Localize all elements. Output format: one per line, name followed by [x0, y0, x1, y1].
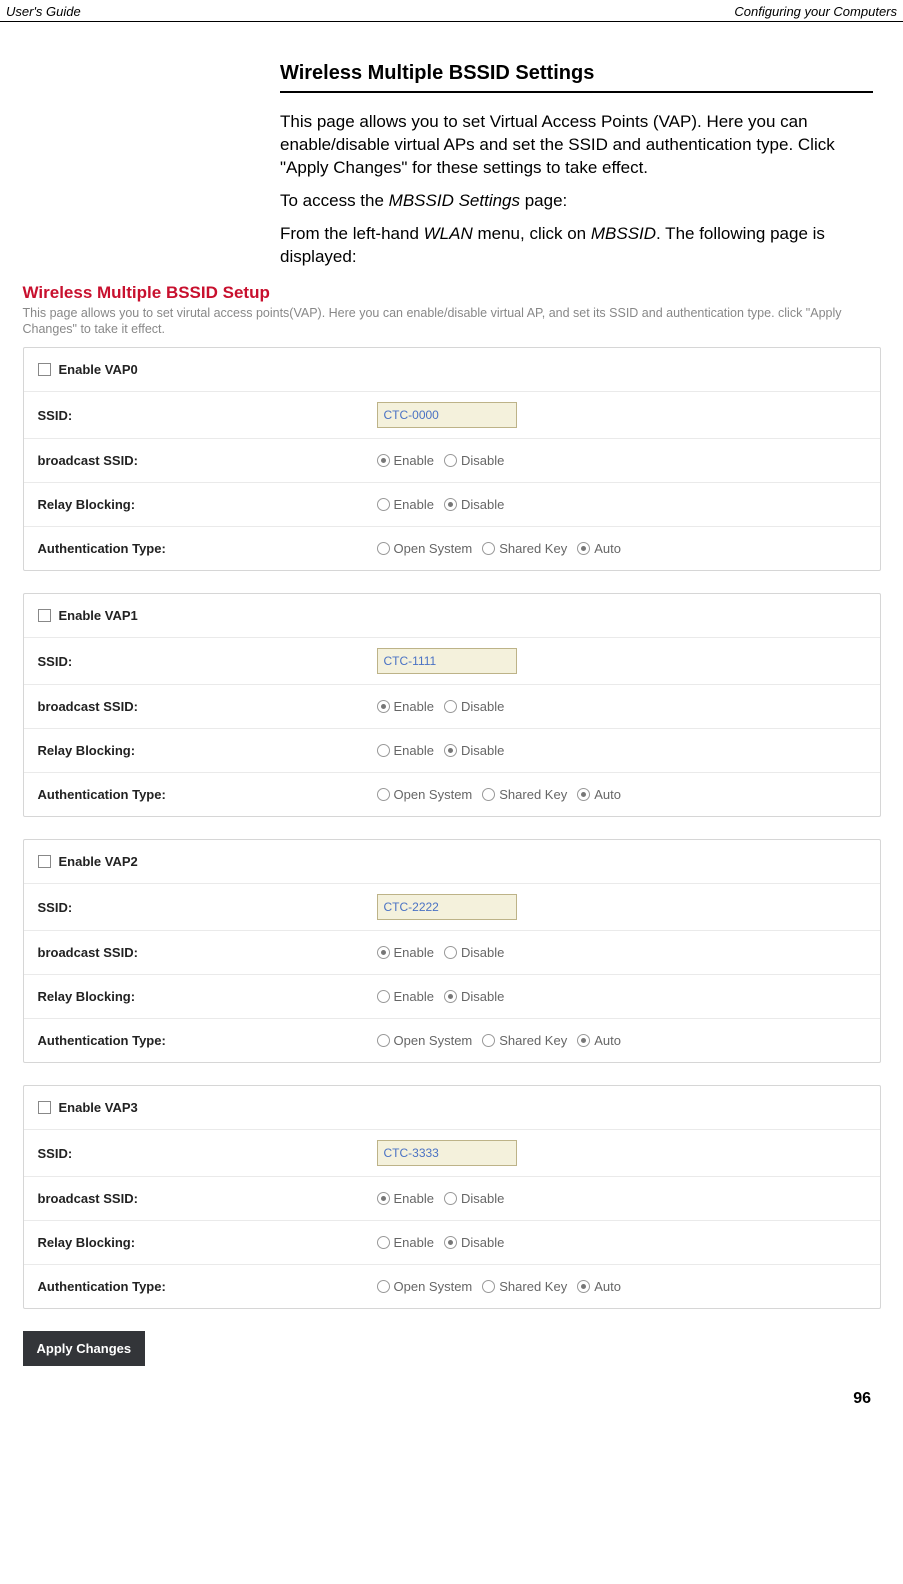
- broadcast-enable-radio[interactable]: Enable: [377, 699, 434, 714]
- relay-blocking-label: Relay Blocking:: [24, 729, 369, 772]
- auth-type-label: Authentication Type:: [24, 1019, 369, 1062]
- broadcast-ssid-label: broadcast SSID:: [24, 1177, 369, 1220]
- enable-vap-checkbox[interactable]: Enable VAP2: [24, 840, 369, 883]
- checkbox-icon: [38, 609, 51, 622]
- enable-vap-label: Enable VAP3: [59, 1100, 138, 1115]
- vap-value-empty: [369, 360, 880, 380]
- intro-p1: This page allows you to set Virtual Acce…: [280, 111, 873, 180]
- ssid-input[interactable]: [377, 648, 517, 674]
- auth-auto-radio[interactable]: Auto: [577, 1279, 621, 1294]
- intro-p3-b: menu, click on: [473, 224, 591, 243]
- broadcast-ssid-label: broadcast SSID:: [24, 931, 369, 974]
- relay-enable-radio[interactable]: Enable: [377, 497, 434, 512]
- auth-type-label: Authentication Type:: [24, 773, 369, 816]
- ssid-label: SSID:: [24, 886, 369, 929]
- auth-shared-radio[interactable]: Shared Key: [482, 787, 567, 802]
- auth-shared-radio[interactable]: Shared Key: [482, 541, 567, 556]
- ssid-label: SSID:: [24, 394, 369, 437]
- intro-p2-i: MBSSID Settings: [389, 191, 520, 210]
- ssid-input[interactable]: [377, 894, 517, 920]
- relay-blocking-label: Relay Blocking:: [24, 483, 369, 526]
- ssid-input[interactable]: [377, 1140, 517, 1166]
- screenshot-title: Wireless Multiple BSSID Setup: [23, 283, 881, 303]
- intro-p3-i1: WLAN: [424, 224, 473, 243]
- enable-vap-checkbox[interactable]: Enable VAP1: [24, 594, 369, 637]
- ssid-input[interactable]: [377, 402, 517, 428]
- checkbox-icon: [38, 855, 51, 868]
- intro-block: Wireless Multiple BSSID Settings This pa…: [280, 62, 873, 269]
- intro-p2: To access the MBSSID Settings page:: [280, 190, 873, 213]
- broadcast-disable-radio[interactable]: Disable: [444, 945, 504, 960]
- enable-vap-label: Enable VAP0: [59, 362, 138, 377]
- auth-type-label: Authentication Type:: [24, 527, 369, 570]
- broadcast-disable-radio[interactable]: Disable: [444, 1191, 504, 1206]
- auth-auto-radio[interactable]: Auto: [577, 1033, 621, 1048]
- relay-enable-radio[interactable]: Enable: [377, 743, 434, 758]
- checkbox-icon: [38, 363, 51, 376]
- vap-value-empty: [369, 852, 880, 872]
- relay-disable-radio[interactable]: Disable: [444, 743, 504, 758]
- auth-open-radio[interactable]: Open System: [377, 1279, 473, 1294]
- embedded-screenshot: Wireless Multiple BSSID Setup This page …: [17, 279, 887, 1367]
- ssid-label: SSID:: [24, 640, 369, 683]
- header-right: Configuring your Computers: [734, 4, 897, 19]
- section-title: Wireless Multiple BSSID Settings: [280, 62, 873, 93]
- auth-open-radio[interactable]: Open System: [377, 1033, 473, 1048]
- intro-p3-a: From the left-hand: [280, 224, 424, 243]
- page-header: User's Guide Configuring your Computers: [0, 0, 903, 22]
- broadcast-ssid-label: broadcast SSID:: [24, 439, 369, 482]
- apply-changes-button[interactable]: Apply Changes: [23, 1331, 146, 1366]
- broadcast-ssid-label: broadcast SSID:: [24, 685, 369, 728]
- vap-value-empty: [369, 606, 880, 626]
- vap-box: Enable VAP0 SSID: broadcast SSID: Enable…: [23, 347, 881, 571]
- vap-value-empty: [369, 1098, 880, 1118]
- auth-shared-radio[interactable]: Shared Key: [482, 1279, 567, 1294]
- page-number: 96: [0, 1366, 903, 1418]
- relay-blocking-label: Relay Blocking:: [24, 1221, 369, 1264]
- auth-shared-radio[interactable]: Shared Key: [482, 1033, 567, 1048]
- relay-enable-radio[interactable]: Enable: [377, 1235, 434, 1250]
- intro-p2-b: page:: [520, 191, 567, 210]
- page-content: Wireless Multiple BSSID Settings This pa…: [0, 22, 903, 1366]
- auth-type-label: Authentication Type:: [24, 1265, 369, 1308]
- broadcast-enable-radio[interactable]: Enable: [377, 945, 434, 960]
- broadcast-enable-radio[interactable]: Enable: [377, 1191, 434, 1206]
- auth-open-radio[interactable]: Open System: [377, 541, 473, 556]
- ssid-label: SSID:: [24, 1132, 369, 1175]
- enable-vap-checkbox[interactable]: Enable VAP0: [24, 348, 369, 391]
- relay-enable-radio[interactable]: Enable: [377, 989, 434, 1004]
- enable-vap-checkbox[interactable]: Enable VAP3: [24, 1086, 369, 1129]
- broadcast-disable-radio[interactable]: Disable: [444, 453, 504, 468]
- relay-disable-radio[interactable]: Disable: [444, 497, 504, 512]
- vap-box: Enable VAP3 SSID: broadcast SSID: Enable…: [23, 1085, 881, 1309]
- intro-p2-a: To access the: [280, 191, 389, 210]
- header-left: User's Guide: [6, 4, 81, 19]
- auth-open-radio[interactable]: Open System: [377, 787, 473, 802]
- intro-p3: From the left-hand WLAN menu, click on M…: [280, 223, 873, 269]
- checkbox-icon: [38, 1101, 51, 1114]
- relay-disable-radio[interactable]: Disable: [444, 989, 504, 1004]
- broadcast-enable-radio[interactable]: Enable: [377, 453, 434, 468]
- enable-vap-label: Enable VAP1: [59, 608, 138, 623]
- relay-disable-radio[interactable]: Disable: [444, 1235, 504, 1250]
- vap-box: Enable VAP2 SSID: broadcast SSID: Enable…: [23, 839, 881, 1063]
- broadcast-disable-radio[interactable]: Disable: [444, 699, 504, 714]
- relay-blocking-label: Relay Blocking:: [24, 975, 369, 1018]
- enable-vap-label: Enable VAP2: [59, 854, 138, 869]
- screenshot-desc: This page allows you to set virutal acce…: [23, 305, 881, 338]
- vap-box: Enable VAP1 SSID: broadcast SSID: Enable…: [23, 593, 881, 817]
- auth-auto-radio[interactable]: Auto: [577, 787, 621, 802]
- auth-auto-radio[interactable]: Auto: [577, 541, 621, 556]
- intro-p3-i2: MBSSID: [591, 224, 656, 243]
